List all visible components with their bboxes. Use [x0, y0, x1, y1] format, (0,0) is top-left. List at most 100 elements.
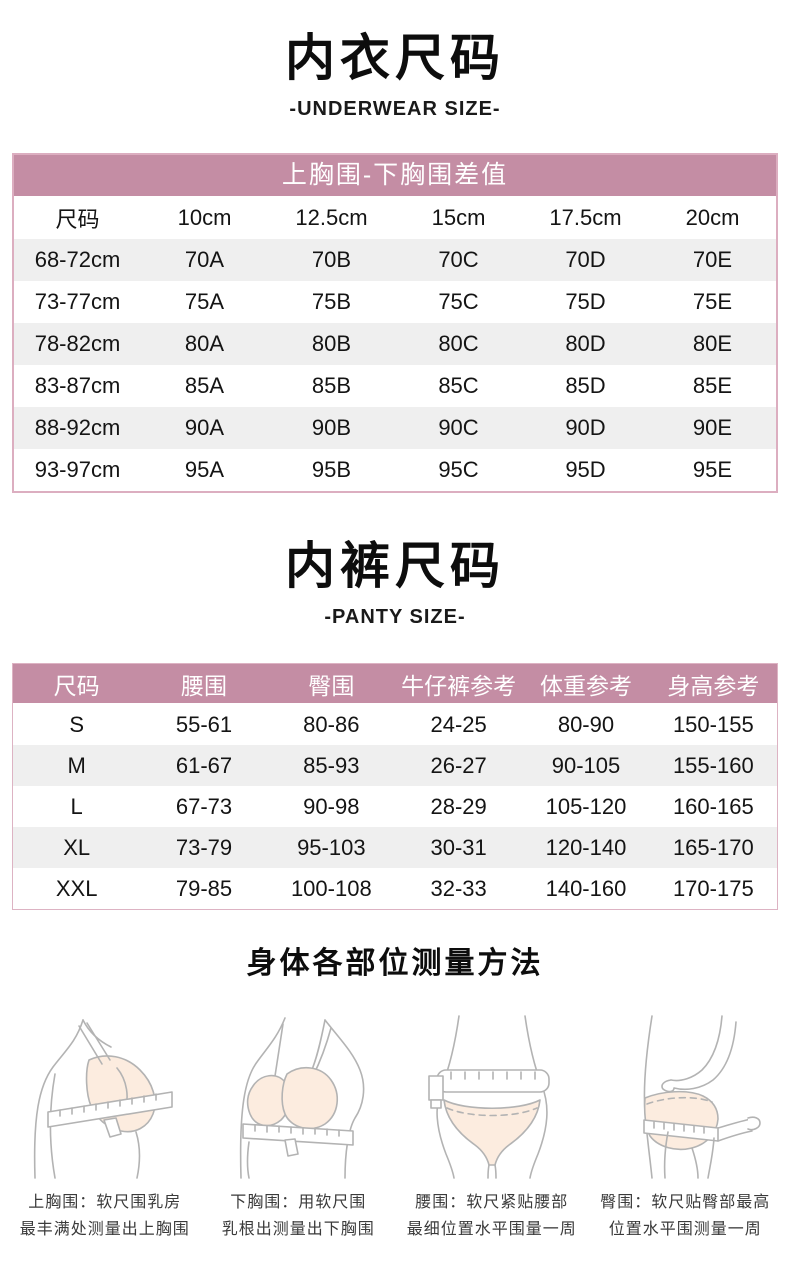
- table-cell: 85E: [692, 373, 733, 398]
- table-cell: 140-160: [545, 875, 627, 901]
- table-cell: 68-72cm: [34, 247, 121, 272]
- panty-section-subtitle: -PANTY SIZE-: [324, 606, 466, 628]
- table-row: 68-72cm 70A 70B 70C 70D 70E: [14, 239, 776, 281]
- column-header: 12.5cm: [295, 204, 368, 230]
- table-cell: 85A: [184, 373, 225, 398]
- underwear-table-banner: 上胸围-下胸围差值: [14, 155, 776, 196]
- table-cell: 55-61: [175, 712, 233, 737]
- table-cell: 80B: [311, 331, 352, 356]
- table-cell: XXL: [55, 875, 98, 901]
- table-cell: 70E: [692, 247, 733, 272]
- table-cell: 80E: [692, 331, 733, 356]
- underwear-size-table: 上胸围-下胸围差值 尺码 10cm 12.5cm 15cm 17.5cm 20c…: [12, 153, 778, 493]
- waist-measure-illustration: [427, 1015, 550, 1179]
- underwear-table-header-row: 尺码 10cm 12.5cm 15cm 17.5cm 20cm: [14, 196, 776, 239]
- figure-caption: 上胸围：软尺围乳房 最丰满处测量出上胸围: [8, 1189, 202, 1243]
- panty-section-title: 内裤尺码: [285, 538, 505, 594]
- table-cell: 95E: [692, 457, 733, 482]
- measurement-figures: 上胸围：软尺围乳房 最丰满处测量出上胸围: [8, 1012, 782, 1243]
- table-cell: 61-67: [175, 752, 233, 778]
- column-header: 17.5cm: [549, 204, 622, 230]
- caption-line: 位置水平围测量一周: [608, 1221, 762, 1238]
- table-cell: 70B: [311, 247, 352, 272]
- table-cell: 80C: [438, 331, 479, 356]
- table-cell: 170-175: [672, 875, 754, 901]
- table-cell: 75B: [311, 289, 352, 314]
- table-cell: 120-140: [545, 834, 627, 860]
- column-header: 尺码: [13, 664, 141, 705]
- caption-line: 腰围：软尺紧贴腰部: [415, 1194, 569, 1211]
- table-cell: 90-105: [551, 752, 621, 778]
- column-header: 15cm: [431, 204, 486, 230]
- column-header: 臀围: [267, 664, 395, 705]
- underwear-section-title: 内衣尺码: [285, 30, 505, 86]
- table-row: XL 73-79 95-103 30-31 120-140 165-170: [13, 827, 777, 868]
- caption-line: 上胸围：软尺围乳房: [28, 1194, 182, 1211]
- caption-line: 臀围：软尺贴臀部最高: [600, 1194, 771, 1211]
- table-cell: 75A: [184, 289, 225, 314]
- table-cell: 80-90: [557, 712, 615, 737]
- table-row: 78-82cm 80A 80B 80C 80D 80E: [14, 323, 776, 365]
- table-cell: 88-92cm: [34, 415, 121, 440]
- underwear-section-subtitle: -UNDERWEAR SIZE-: [289, 98, 501, 120]
- table-cell: 80A: [184, 331, 225, 356]
- measurement-figure: 腰围：软尺紧贴腰部 最细位置水平围量一周: [395, 1012, 589, 1243]
- table-cell: 90D: [565, 415, 606, 440]
- table-cell: 73-79: [175, 834, 233, 860]
- table-row: 73-77cm 75A 75B 75C 75D 75E: [14, 281, 776, 323]
- underwear-table-body: 68-72cm 70A 70B 70C 70D 70E 73-77cm 75A …: [14, 239, 776, 491]
- table-cell: 95B: [311, 457, 352, 482]
- caption-line: 最丰满处测量出上胸围: [19, 1221, 190, 1238]
- table-row: 88-92cm 90A 90B 90C 90D 90E: [14, 407, 776, 449]
- column-header: 10cm: [177, 204, 232, 230]
- table-cell: 26-27: [430, 752, 487, 778]
- table-cell: 70A: [184, 247, 225, 272]
- table-cell: 67-73: [175, 793, 233, 819]
- table-cell: 90-98: [303, 793, 360, 819]
- column-header: 尺码: [55, 206, 100, 232]
- table-row: M 61-67 85-93 26-27 90-105 155-160: [13, 745, 777, 786]
- table-cell: 78-82cm: [34, 331, 121, 356]
- upper-bust-measure-illustration: [33, 1019, 173, 1179]
- table-cell: 85C: [438, 373, 479, 398]
- measurement-figure: 臀围：软尺贴臀部最高 位置水平围测量一周: [589, 1012, 783, 1243]
- table-cell: 70D: [565, 247, 606, 272]
- table-row: S 55-61 80-86 24-25 80-90 150-155: [13, 704, 777, 745]
- table-cell: 105-120: [545, 793, 627, 819]
- figure-caption: 臀围：软尺贴臀部最高 位置水平围测量一周: [589, 1189, 783, 1243]
- table-cell: 75E: [692, 289, 733, 314]
- table-cell: L: [70, 793, 83, 819]
- table-cell: 90B: [311, 415, 352, 440]
- table-cell: 165-170: [672, 834, 754, 860]
- table-cell: 95C: [438, 457, 479, 482]
- table-cell: 85B: [311, 373, 352, 398]
- table-cell: 150-155: [672, 712, 754, 737]
- table-cell: 90C: [438, 415, 479, 440]
- table-cell: 80-86: [303, 712, 360, 737]
- hip-measure-illustration: [643, 1015, 762, 1179]
- table-cell: S: [69, 712, 84, 737]
- figure-caption: 腰围：软尺紧贴腰部 最细位置水平围量一周: [395, 1189, 589, 1243]
- panty-size-table: 尺码 腰围 臀围 牛仔裤参考 体重参考 身高参考 S 55-61 80-86 2…: [12, 663, 778, 910]
- table-cell: 155-160: [672, 752, 754, 778]
- column-header: 牛仔裤参考: [394, 664, 523, 705]
- measurement-section-title: 身体各部位测量方法: [246, 947, 544, 980]
- table-cell: 93-97cm: [34, 457, 121, 482]
- column-header: 身高参考: [649, 664, 777, 705]
- table-cell: 80D: [565, 331, 606, 356]
- under-bust-measure-illustration: [240, 1017, 365, 1179]
- table-cell: 85D: [565, 373, 606, 398]
- table-cell: 73-77cm: [34, 289, 121, 314]
- table-row: 93-97cm 95A 95B 95C 95D 95E: [14, 449, 776, 491]
- table-cell: 28-29: [430, 793, 487, 819]
- table-cell: 90E: [692, 415, 733, 440]
- measurement-figure: 下胸围：用软尺围 乳根出测量出下胸围: [202, 1012, 396, 1243]
- table-cell: 95A: [184, 457, 225, 482]
- column-header: 体重参考: [522, 664, 650, 705]
- table-cell: 83-87cm: [34, 373, 121, 398]
- table-cell: 30-31: [430, 834, 487, 860]
- table-row: 83-87cm 85A 85B 85C 85D 85E: [14, 365, 776, 407]
- measurement-figure: 上胸围：软尺围乳房 最丰满处测量出上胸围: [8, 1012, 202, 1243]
- table-cell: 85-93: [303, 752, 360, 778]
